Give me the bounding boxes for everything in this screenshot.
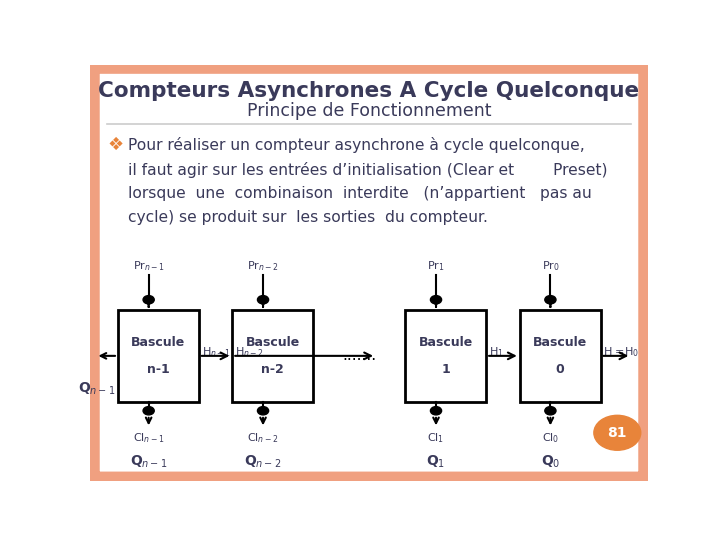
Circle shape bbox=[545, 407, 556, 415]
Text: H$_{n-2}$: H$_{n-2}$ bbox=[235, 345, 264, 359]
Text: lorsque  une  combinaison  interdite   (n’appartient   pas au: lorsque une combinaison interdite (n’app… bbox=[128, 186, 592, 201]
Text: Cl$_{n-2}$: Cl$_{n-2}$ bbox=[247, 431, 279, 446]
Text: H =H$_0$: H =H$_0$ bbox=[603, 345, 639, 359]
Text: H$_1$: H$_1$ bbox=[489, 345, 504, 359]
Circle shape bbox=[431, 295, 441, 304]
Text: 1: 1 bbox=[441, 363, 450, 376]
Text: Pr$_{n-2}$: Pr$_{n-2}$ bbox=[247, 259, 279, 273]
Text: 81: 81 bbox=[608, 426, 627, 440]
Bar bbox=[520, 310, 600, 402]
Text: n-1: n-1 bbox=[147, 363, 170, 376]
Text: cycle) se produit sur  les sorties  du compteur.: cycle) se produit sur les sorties du com… bbox=[128, 210, 488, 225]
Bar bbox=[233, 310, 313, 402]
Text: Pour réaliser un compteur asynchrone à cycle quelconque,: Pour réaliser un compteur asynchrone à c… bbox=[128, 137, 585, 153]
Text: ❖: ❖ bbox=[108, 136, 124, 154]
Bar bbox=[405, 310, 486, 402]
Text: n-2: n-2 bbox=[261, 363, 284, 376]
Text: 0: 0 bbox=[556, 363, 564, 376]
Text: Q$_{n-1}$: Q$_{n-1}$ bbox=[130, 454, 167, 470]
Text: Pr$_0$: Pr$_0$ bbox=[541, 259, 559, 273]
Text: Q$_{n-1}$: Q$_{n-1}$ bbox=[78, 381, 115, 397]
Text: Q$_{n-2}$: Q$_{n-2}$ bbox=[244, 454, 282, 470]
Text: Pr$_{n-1}$: Pr$_{n-1}$ bbox=[132, 259, 165, 273]
Text: Cl$_0$: Cl$_0$ bbox=[541, 431, 559, 446]
Text: Q$_0$: Q$_0$ bbox=[541, 454, 560, 470]
Circle shape bbox=[143, 407, 154, 415]
Circle shape bbox=[258, 407, 269, 415]
Circle shape bbox=[431, 407, 441, 415]
Text: Principe de Fonctionnement: Principe de Fonctionnement bbox=[247, 103, 491, 120]
Bar bbox=[118, 310, 199, 402]
Text: Cl$_1$: Cl$_1$ bbox=[428, 431, 445, 446]
FancyBboxPatch shape bbox=[93, 67, 645, 478]
Text: Bascule: Bascule bbox=[246, 336, 300, 349]
Circle shape bbox=[143, 295, 154, 304]
Text: Bascule: Bascule bbox=[533, 336, 588, 349]
Text: Q$_1$: Q$_1$ bbox=[426, 454, 446, 470]
Text: Cl$_{n-1}$: Cl$_{n-1}$ bbox=[132, 431, 164, 446]
Circle shape bbox=[545, 295, 556, 304]
Text: Pr$_1$: Pr$_1$ bbox=[427, 259, 445, 273]
Text: H$_{n-1}$: H$_{n-1}$ bbox=[202, 345, 231, 359]
Circle shape bbox=[258, 295, 269, 304]
Text: .......: ....... bbox=[342, 348, 377, 363]
Text: Bascule: Bascule bbox=[131, 336, 186, 349]
Text: il faut agir sur les entrées d’initialisation (Clear et        Preset): il faut agir sur les entrées d’initialis… bbox=[128, 161, 608, 178]
Text: Bascule: Bascule bbox=[418, 336, 473, 349]
Text: Compteurs Asynchrones A Cycle Quelconque: Compteurs Asynchrones A Cycle Quelconque bbox=[99, 80, 639, 100]
Circle shape bbox=[594, 415, 641, 450]
